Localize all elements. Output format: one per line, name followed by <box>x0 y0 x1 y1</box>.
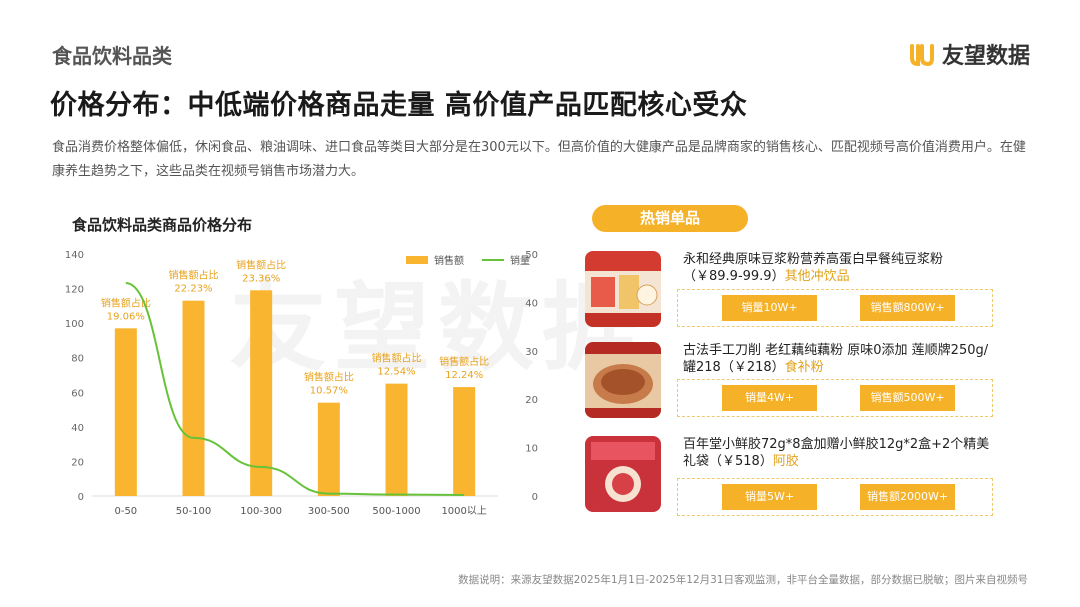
product-price: （￥218） <box>720 360 785 375</box>
sales-volume-line <box>125 282 465 497</box>
lotus-root-powder-image <box>585 342 661 418</box>
bar-annotation-label: 销售额占比 <box>169 269 219 282</box>
watermark: 友望数据 <box>230 272 646 384</box>
bar-annotation-value: 22.23% <box>174 284 212 295</box>
bar <box>182 300 205 496</box>
y-left-tick-label: 0 <box>78 492 84 503</box>
sales-amount-badge: 销售额2000W+ <box>860 484 955 510</box>
bar-annotation-value: 10.57% <box>310 386 348 397</box>
x-tick-label: 0-50 <box>114 506 137 517</box>
ejiao-gift-box-image <box>585 436 661 512</box>
y-left-tick-label: 140 <box>65 250 84 261</box>
y-right-tick-label: 30 <box>525 347 538 358</box>
legend-bar-swatch <box>406 256 428 264</box>
x-tick-label: 100-300 <box>240 506 282 517</box>
intro-paragraph: 食品消费价格整体偏低，休闲食品、粮油调味、进口食品等类目大部分是在300元以下。… <box>52 140 1026 179</box>
product-name: 永和经典原味豆浆粉营养高蛋白早餐纯豆浆粉 <box>683 252 944 267</box>
product-price: （￥89.9-99.9） <box>683 269 785 284</box>
product-name: 古法手工刀削 老红藕纯藕粉 原味0添加 莲顺牌250g/罐218 <box>683 343 989 375</box>
chart-title: 食品饮料品类商品价格分布 <box>72 216 253 234</box>
y-right-tick-label: 50 <box>525 250 538 261</box>
bar <box>317 402 340 496</box>
x-tick-label: 1000以上 <box>441 505 486 517</box>
price-distribution-chart: 0 20 40 60 80 100 120 140 0 10 20 30 40 50 销售额占比 19.06%… <box>65 250 538 517</box>
bar-annotation-label: 销售额占比 <box>439 355 489 368</box>
bar <box>453 387 476 496</box>
footnote: 数据说明：来源友望数据2025年1月1日-2025年12月31日客观监测，非平台… <box>458 574 1028 586</box>
bar-annotation-value: 23.36% <box>242 273 280 284</box>
y-right-tick-label: 0 <box>532 492 538 503</box>
product-category: 食补粉 <box>784 360 824 375</box>
sales-volume-badge: 销量4W+ <box>722 385 817 411</box>
y-left-tick-label: 80 <box>71 354 84 365</box>
x-tick-label: 50-100 <box>176 506 211 517</box>
legend-bar-label: 销售额 <box>434 254 464 267</box>
y-right-tick-label: 20 <box>525 395 538 406</box>
bar-annotation-label: 销售额占比 <box>304 371 354 384</box>
y-right-tick-label: 40 <box>525 298 538 309</box>
product-card[interactable]: 古法手工刀削 老红藕纯藕粉 原味0添加 莲顺牌250g/罐218（￥218）食补… <box>585 342 1005 434</box>
y-right-tick-label: 10 <box>525 444 538 455</box>
hot-products-title: 热销单品 <box>592 205 748 232</box>
x-tick-label: 300-500 <box>308 506 350 517</box>
bar-annotation-value: 19.06% <box>107 311 145 322</box>
y-left-tick-label: 40 <box>71 423 84 434</box>
y-left-tick-label: 20 <box>71 457 84 468</box>
sales-amount-badge: 销售额800W+ <box>860 295 955 321</box>
product-category: 阿胶 <box>772 454 799 469</box>
product-card[interactable]: 永和经典原味豆浆粉营养高蛋白早餐纯豆浆粉 （￥89.9-99.9）其他冲饮品 销… <box>585 251 1005 343</box>
bar <box>114 328 137 496</box>
product-metrics: 销量10W+ 销售额800W+ <box>677 289 993 327</box>
product-card[interactable]: 百年堂小鲜胶72g*8盒加赠小鲜胶12g*2盒+2个精美礼袋（￥518）阿胶 销… <box>585 436 1005 528</box>
brand-name: 友望数据 <box>941 44 1030 69</box>
y-left-tick-label: 120 <box>65 285 84 296</box>
x-tick-label: 500-1000 <box>372 506 420 517</box>
brand: 友望数据 <box>908 38 1030 70</box>
product-metrics: 销量4W+ 销售额500W+ <box>677 379 993 417</box>
bar-annotation-value: 12.54% <box>377 367 415 378</box>
bar <box>385 383 408 496</box>
product-name: 百年堂小鲜胶72g*8盒加赠小鲜胶12g*2盒+2个精美礼袋 <box>683 437 990 469</box>
legend-line-label: 销量 <box>510 254 530 267</box>
brand-logo-icon <box>909 44 934 67</box>
y-left-tick-label: 60 <box>71 388 84 399</box>
bar-annotation-label: 销售额占比 <box>101 296 151 309</box>
bar-annotation-value: 12.24% <box>445 370 483 381</box>
sales-volume-badge: 销量10W+ <box>722 295 817 321</box>
bar-annotation-label: 销售额占比 <box>372 352 422 365</box>
soy-milk-product-image <box>585 251 661 327</box>
product-category: 其他冲饮品 <box>784 269 850 284</box>
product-metrics: 销量5W+ 销售额2000W+ <box>677 478 993 516</box>
section-label: 食品饮料品类 <box>52 44 172 68</box>
sales-amount-badge: 销售额500W+ <box>860 385 955 411</box>
y-left-tick-label: 100 <box>65 319 84 330</box>
headline: 价格分布：中低端价格商品走量 高价值产品匹配核心受众 <box>50 90 748 121</box>
bar <box>250 290 273 496</box>
sales-volume-badge: 销量5W+ <box>722 484 817 510</box>
product-price: （￥518） <box>709 454 773 469</box>
bar-annotation-label: 销售额占比 <box>236 258 286 271</box>
